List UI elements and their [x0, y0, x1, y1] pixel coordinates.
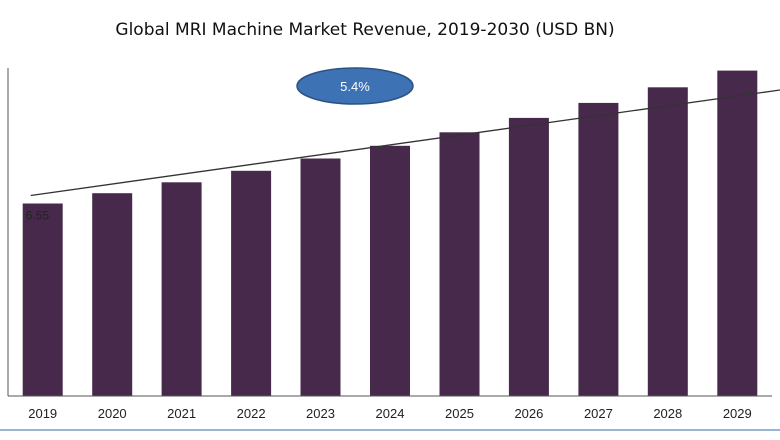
bar-2020: [92, 193, 133, 396]
bar-2026: [508, 117, 549, 397]
x-tick-label-2029: 2029: [723, 406, 752, 421]
x-tick-label-2024: 2024: [376, 406, 405, 421]
bar-2027: [578, 102, 619, 397]
x-tick-label-2021: 2021: [167, 406, 196, 421]
x-tick-label-2022: 2022: [237, 406, 266, 421]
x-tick-label-2023: 2023: [306, 406, 335, 421]
bar-2024: [370, 145, 410, 396]
bar-2021: [161, 182, 202, 396]
overlay-layer: 5.4%: [30, 67, 780, 197]
bar-2023: [300, 158, 341, 396]
cagr-badge-text: 5.4%: [340, 79, 370, 94]
x-tick-label-2028: 2028: [653, 406, 682, 421]
data-label-2019: 6.55: [26, 209, 50, 223]
x-tick-label-2025: 2025: [445, 406, 474, 421]
bar-2028: [647, 87, 688, 397]
bar-2022: [231, 170, 272, 396]
labels-layer: 2019 2020 2021 2022 2023 2024 2025 2026 2027 2028…: [26, 209, 752, 422]
x-tick-label-2020: 2020: [98, 406, 127, 421]
cagr-badge: [296, 67, 414, 105]
axis-layer: [0, 68, 780, 431]
trend-line: [30, 89, 780, 197]
x-tick-label-2019: 2019: [28, 406, 57, 421]
x-tick-label-2027: 2027: [584, 406, 613, 421]
x-tick-label-2026: 2026: [514, 406, 543, 421]
bars-layer: [22, 70, 758, 397]
chart-title: Global MRI Machine Market Revenue, 2019-…: [115, 20, 615, 40]
bar-2019: [22, 203, 63, 396]
bar-2025: [439, 132, 480, 397]
bar-2029: [717, 70, 758, 396]
